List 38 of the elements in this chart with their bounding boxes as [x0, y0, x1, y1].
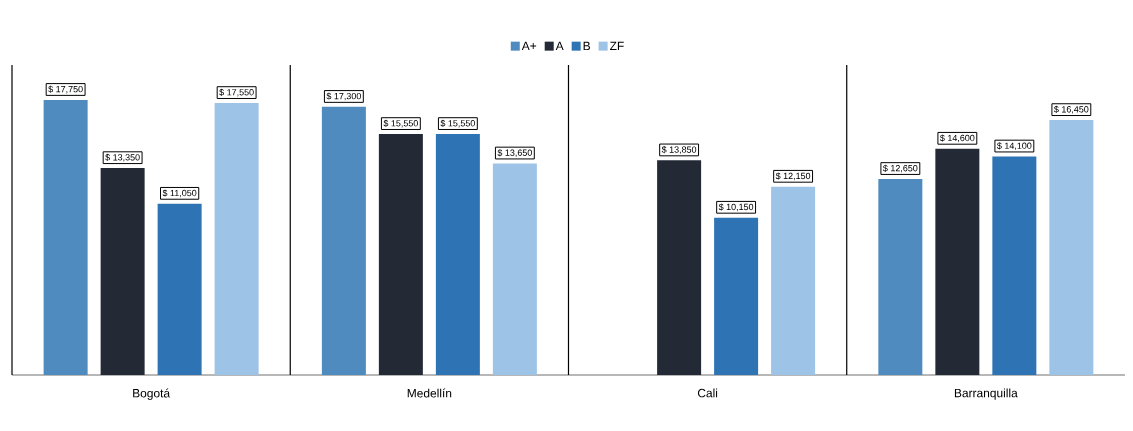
data-label: $ 12,650 [883, 164, 918, 173]
bar [714, 217, 759, 375]
data-label: $ 10,150 [718, 203, 754, 212]
legend-label: ZF [609, 41, 624, 51]
x-tick-label: Cali [697, 388, 718, 398]
bar [157, 203, 202, 375]
bar [43, 99, 88, 375]
legend-label: B [583, 41, 590, 51]
data-label: $ 17,750 [48, 85, 83, 94]
data-label: $ 14,100 [996, 142, 1032, 150]
bar [771, 186, 816, 375]
data-label: $ 13,350 [105, 153, 140, 162]
data-label: $ 13,650 [497, 149, 532, 157]
x-tick-label: Medellín [407, 388, 452, 398]
bar [435, 133, 480, 375]
bar [492, 163, 537, 375]
bar [992, 156, 1037, 375]
bar [1049, 120, 1094, 375]
data-label: $ 14,600 [939, 134, 975, 143]
bar [878, 178, 923, 375]
data-label: $ 12,150 [775, 172, 811, 181]
data-label: $ 13,850 [661, 146, 697, 154]
bar [321, 106, 366, 375]
data-label: $ 11,050 [162, 189, 197, 198]
legend-label: A+ [521, 41, 537, 51]
data-label: $ 17,550 [219, 88, 254, 97]
bar [214, 102, 259, 375]
bar [100, 168, 145, 375]
data-label: $ 16,450 [1053, 105, 1089, 114]
x-tick-label: Bogotá [133, 388, 171, 400]
data-label: $ 15,550 [440, 119, 475, 128]
data-label: $ 15,550 [383, 119, 418, 128]
data-label: $ 17,300 [326, 92, 361, 101]
bar [657, 160, 702, 375]
bar [935, 148, 980, 375]
legend-label: A [555, 41, 564, 51]
bar [378, 133, 423, 375]
x-tick-label: Barranquilla [954, 388, 1018, 400]
